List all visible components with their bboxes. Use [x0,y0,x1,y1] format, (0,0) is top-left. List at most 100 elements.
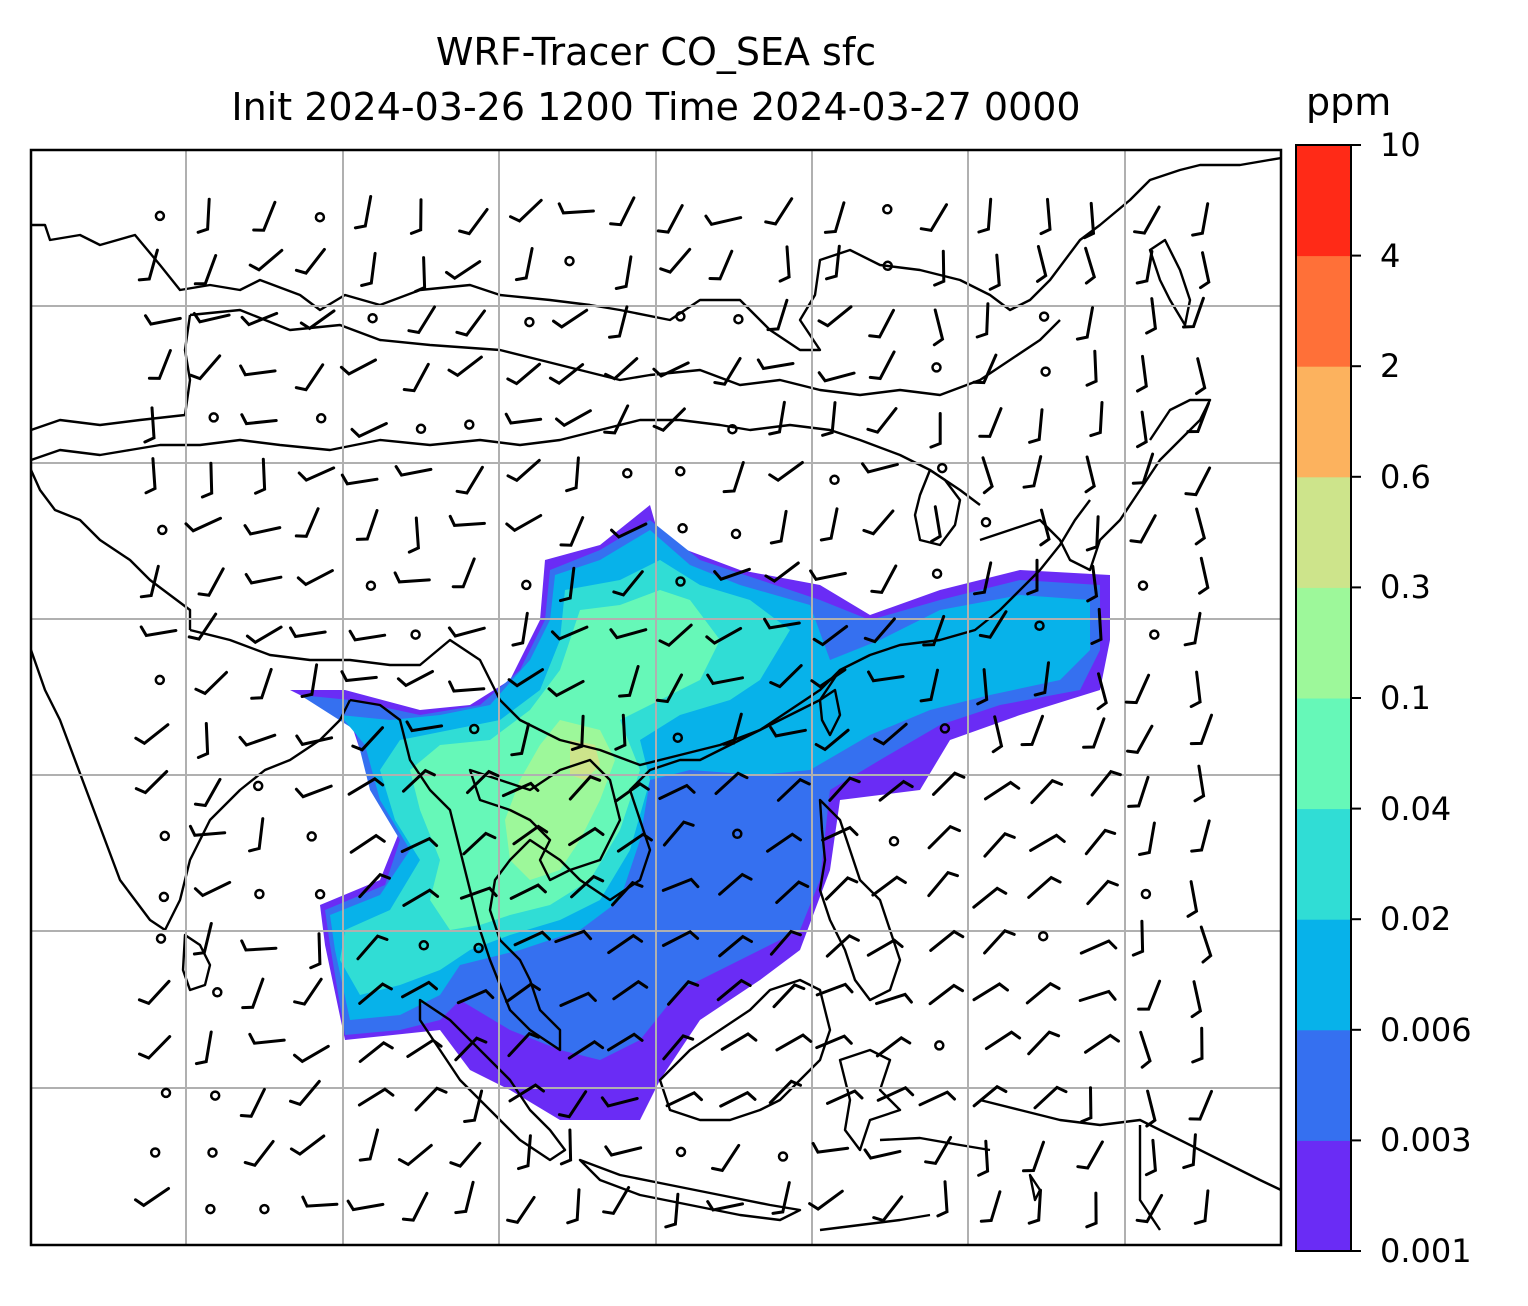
wind-barb [1022,1140,1045,1173]
wind-barb [826,1089,864,1105]
wind-barb [402,888,440,907]
wind-barb [704,214,743,226]
calm-wind-circle [622,468,633,479]
calm-wind-circle [727,423,738,435]
wind-barb [1194,507,1207,546]
wind-barb [351,726,384,752]
wind-barb [552,308,589,329]
wind-barb [238,733,277,747]
colorbar-tick-label: 0.04 [1380,789,1452,828]
calm-wind-circle [160,1087,172,1099]
wind-barb [506,1195,536,1224]
wind-barb [358,982,393,1005]
wind-barb [1189,713,1213,746]
wind-barb [459,886,498,900]
wind-barb [977,197,993,234]
colorbar-tick-label: 0.3 [1380,568,1431,607]
wind-barb [868,350,896,381]
wind-barb [984,1030,1022,1051]
wind-barb [447,355,483,378]
wind-barb [1082,717,1106,749]
wind-barb [1135,249,1154,285]
wind-barb [1096,672,1108,711]
wind-barb [147,349,172,380]
wind-barb [811,1141,850,1154]
wind-barb [609,628,648,640]
wind-barb [876,1086,915,1102]
wind-barb [1036,245,1048,283]
wind-barb [817,305,853,328]
wind-barb [557,1090,588,1119]
wind-barb [340,670,378,683]
wind-barb [511,611,529,647]
wind-barb [716,978,752,1002]
map-frame [29,148,1283,1247]
wind-barb [1144,1138,1157,1177]
wind-barb [559,516,585,547]
wind-barb [778,245,791,283]
colorbar-segment [1296,1140,1351,1252]
wind-barb [808,1189,844,1211]
wind-barb [512,824,549,846]
wind-barb [1027,875,1062,899]
wind-barb [929,412,942,449]
wind-barb [927,824,961,850]
colorbar-segment [1296,255,1351,367]
wind-barb [245,625,283,645]
wind-barb [1084,1033,1120,1054]
wind-barb [548,363,585,386]
wind-barb [1133,205,1161,235]
wind-barb [756,358,795,371]
wind-barb [766,832,802,853]
wind-barb [1076,1140,1104,1170]
wind-barb [705,626,743,645]
wind-barb [614,713,627,751]
colorbar-tick-label: 0.001 [1380,1232,1472,1270]
wind-barb [339,358,377,376]
wind-barb [863,1148,902,1160]
wind-barb [1195,357,1207,395]
wind-barb [501,781,540,798]
wind-barb [414,1086,448,1112]
colorbar-tick-label: 2 [1380,347,1401,386]
calm-wind-circle [675,576,686,587]
wind-barb [929,929,965,952]
coast-philippines [818,798,902,1002]
wind-barb [187,612,218,641]
wind-barb [547,679,585,698]
wind-barb [922,614,946,647]
wind-barb [764,197,794,226]
wind-barb [447,626,486,638]
calm-wind-circle [675,311,686,322]
wind-barb [1080,1086,1093,1124]
wind-barb [554,929,593,944]
calm-wind-circle [1137,580,1149,591]
calm-wind-circle [882,204,893,215]
wind-barb [1033,661,1050,697]
wind-barb [981,456,994,495]
wind-barb [768,400,786,436]
colorbar-unit-label: ppm [1306,80,1392,124]
wind-barb [565,456,580,493]
wind-barb [1078,989,1117,1002]
calm-wind-circle [521,579,532,591]
wind-barb [184,516,222,533]
wind-barb [1188,1089,1213,1121]
wind-barb [919,203,948,233]
wind-barb [810,668,847,689]
wind-barb [300,663,319,698]
wind-barb [1029,833,1066,852]
wind-barb [559,566,576,603]
wind-barb [295,734,334,747]
wind-barb [1193,764,1206,803]
wind-barb [1186,880,1199,918]
calm-wind-circle [212,987,223,998]
wind-barb [507,668,544,688]
wind-barb [661,929,700,947]
wind-barb [1199,925,1213,964]
wind-barb [602,1186,631,1216]
wind-barb [463,1089,484,1123]
wind-barb [815,1034,853,1050]
wind-barb [1084,828,1117,856]
